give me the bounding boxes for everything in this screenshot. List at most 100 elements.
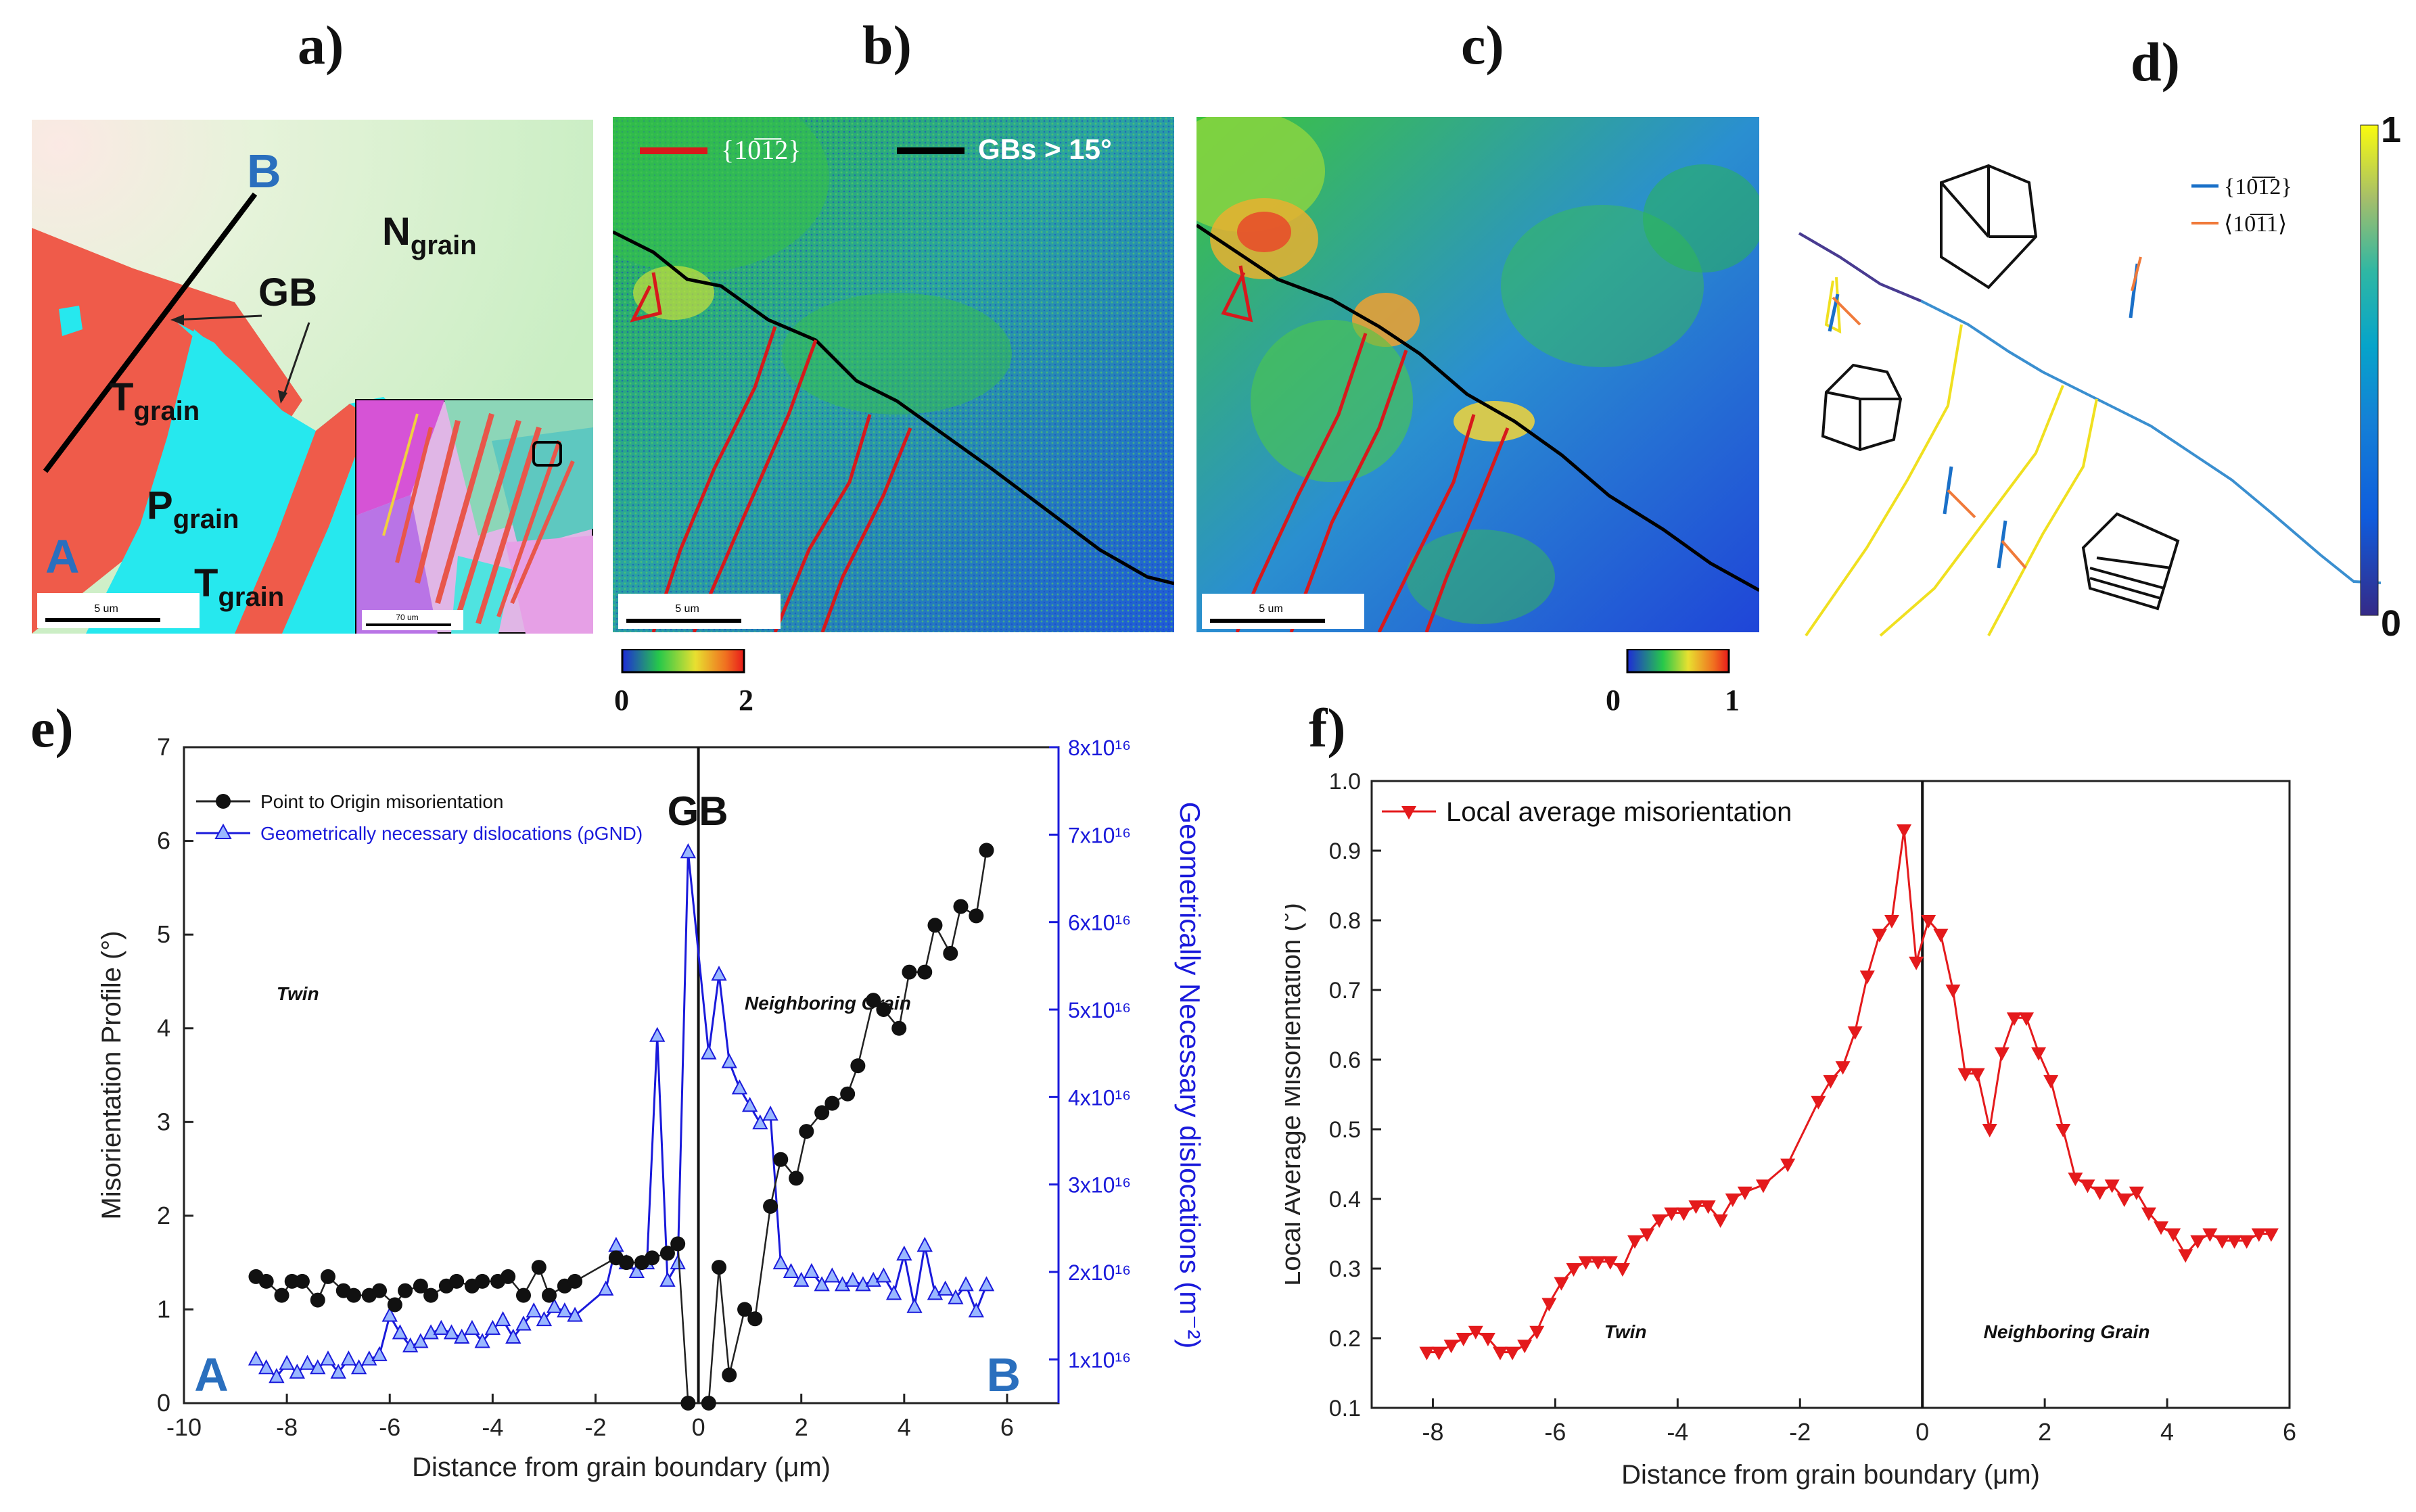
point-lam (2202, 1228, 2218, 1242)
x-tick-label-f: -2 (1789, 1418, 1811, 1446)
point-misorientation (501, 1269, 516, 1284)
plot-frame-f (1370, 780, 2291, 1409)
point-gnd (443, 1324, 460, 1340)
point-lam (1554, 1277, 1569, 1291)
y-tick-label-e: 4 (157, 1014, 170, 1042)
orientation-map-svg: B GB A Ngrain Tgrain Pgrain Tgrain 5 um (32, 120, 593, 634)
point-lam (1970, 1068, 1985, 1082)
point-misorientation (902, 964, 917, 980)
gb-arrow-1 (173, 314, 262, 321)
x-tick-label-e: 4 (898, 1413, 911, 1441)
twin-line-b-2 (651, 326, 777, 632)
scale-label-a: 5 um (94, 603, 118, 615)
t-grain-region (32, 228, 302, 634)
point-gnd (350, 1359, 367, 1375)
point-gnd (320, 1350, 336, 1366)
point-misorientation (475, 1273, 490, 1289)
point-gnd (413, 1333, 429, 1348)
point-misorientation (927, 918, 943, 933)
twin-line-b-5 (820, 427, 912, 632)
point-lam (1541, 1298, 1557, 1312)
y-tick-label-e: 7 (157, 737, 170, 761)
point-lam (1456, 1333, 1471, 1346)
y2-tick-label-e: 5x10¹⁶ (1068, 998, 1131, 1022)
point-lam (2227, 1235, 2242, 1249)
twin-annotation-e: Twin (277, 983, 319, 1004)
point-gnd (659, 1271, 676, 1287)
label-a-e: A (194, 1348, 229, 1401)
label-p-grain: Pgrain (147, 483, 239, 534)
gb-arrow-1-head (170, 314, 184, 325)
point-gnd (598, 1280, 614, 1296)
point-lam (1737, 1186, 1752, 1200)
point-gnd (484, 1319, 501, 1336)
point-gnd (855, 1276, 871, 1292)
label-t-grain-1: Tgrain (110, 375, 200, 426)
twin-line-b-1 (630, 272, 662, 323)
t-grain-lower (235, 404, 370, 634)
point-lam (2154, 1221, 2169, 1235)
y-tick-label-f: 0.3 (1329, 1256, 1361, 1282)
point-gnd (330, 1363, 346, 1379)
point-gnd (824, 1267, 840, 1283)
point-gnd (701, 1044, 717, 1060)
x-tick-label-e: 2 (795, 1413, 808, 1441)
point-lam (1590, 1256, 1606, 1270)
series-line-lam (1426, 829, 2271, 1354)
chart-e: -10 -8 -6 -4 -2 0 2 4 6 0 1 2 3 4 5 6 7 1x10¹⁶ 2x10¹⁶ 3x10¹… (97, 737, 1206, 1482)
legend-gb-label: GBs > 15° (978, 133, 1112, 165)
point-lam (1517, 1340, 1533, 1354)
point-misorientation (840, 1086, 856, 1102)
point-misorientation (891, 1020, 907, 1036)
legend-label-gnd: Geometrically necessary dislocations (ρG… (260, 823, 643, 844)
point-lam (2104, 1179, 2120, 1194)
point-gnd (865, 1271, 881, 1287)
point-lam (1676, 1207, 1692, 1221)
point-gnd (628, 1262, 645, 1278)
point-lam (2018, 1012, 2034, 1026)
point-misorientation (619, 1255, 634, 1271)
y2-tick-label-e: 4x10¹⁶ (1068, 1085, 1131, 1110)
inset-map: 70 um (355, 399, 593, 634)
y-axis-label-f: Local Average Misorientation (°) (1285, 903, 1306, 1286)
point-gnd (289, 1363, 305, 1379)
y2-tick-label-e: 1x10¹⁶ (1068, 1348, 1131, 1372)
point-misorientation (953, 899, 969, 914)
y2-tick-label-e: 3x10¹⁶ (1068, 1173, 1131, 1198)
twin-trace-d-3 (1879, 385, 2064, 637)
panel-label-e: e) (30, 697, 74, 759)
point-lam (1713, 1214, 1728, 1228)
panel-label-c: c) (1461, 14, 1504, 76)
point-gnd (402, 1337, 419, 1352)
point-gnd (299, 1354, 316, 1370)
point-misorientation (979, 843, 994, 858)
point-gnd (885, 1285, 902, 1300)
chart-f: -8 -6 -4 -2 0 2 4 6 0.1 0.2 0.3 0.4 0.5 0.6 0.7 0.8 0.9 1… (1285, 769, 2296, 1490)
point-gnd (381, 1306, 398, 1322)
point-misorientation (712, 1260, 727, 1275)
point-gnd (505, 1328, 521, 1344)
x-tick-label-e: -8 (276, 1413, 298, 1441)
legend-plane-label: {10̅1̅2} (2224, 174, 2292, 199)
y-tick-label-e: 1 (157, 1295, 170, 1323)
point-gnd (433, 1319, 449, 1336)
legend-marker-gnd (214, 823, 232, 839)
point-gnd (711, 966, 727, 981)
point-lam (1505, 1346, 1520, 1361)
point-gnd (310, 1359, 326, 1375)
y-tick-label-f: 0.1 (1329, 1396, 1361, 1421)
twin-line-c-5 (1424, 427, 1510, 632)
panel-b-kam-map: {10̅1̅2} GBs > 15° 5 um (613, 117, 1174, 632)
colorbar-d (2360, 124, 2379, 616)
point-gnd (896, 1245, 912, 1261)
point-misorientation (413, 1278, 428, 1294)
point-lam (1480, 1333, 1495, 1346)
twin-line-b-4 (773, 414, 872, 632)
point-gnd (680, 843, 697, 859)
point-misorientation (515, 1287, 531, 1303)
twin-annotation-f: Twin (1604, 1321, 1647, 1342)
point-misorientation (423, 1287, 439, 1303)
point-misorientation (398, 1283, 413, 1298)
colorbar-b-min: 0 (614, 684, 629, 717)
twin-trace-d-4 (1987, 398, 2098, 636)
